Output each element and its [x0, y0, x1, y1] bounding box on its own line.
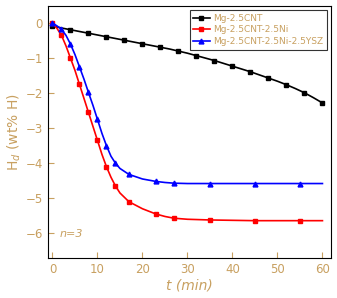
Mg-2.5CNT [68, 28, 72, 32]
Mg-2.5CNT-2.5Ni [118, 191, 122, 195]
Mg-2.5CNT-2.5Ni-2.5YSZ [154, 180, 158, 183]
Mg-2.5CNT [267, 76, 271, 80]
Mg-2.5CNT-2.5Ni-2.5YSZ [298, 182, 302, 185]
Mg-2.5CNT-2.5Ni-2.5YSZ [104, 144, 109, 148]
Mg-2.5CNT [59, 26, 63, 30]
Line: Mg-2.5CNT: Mg-2.5CNT [50, 24, 325, 105]
Mg-2.5CNT [158, 46, 162, 49]
Mg-2.5CNT-2.5Ni [104, 165, 109, 168]
Mg-2.5CNT-2.5Ni [253, 219, 257, 222]
Mg-2.5CNT [185, 52, 189, 55]
Mg-2.5CNT [320, 101, 325, 105]
Mg-2.5CNT-2.5Ni-2.5YSZ [109, 154, 113, 158]
Mg-2.5CNT-2.5Ni [78, 83, 82, 86]
Mg-2.5CNT [239, 67, 243, 71]
Mg-2.5CNT-2.5Ni-2.5YSZ [163, 181, 167, 184]
Mg-2.5CNT-2.5Ni [154, 212, 158, 216]
Mg-2.5CNT-2.5Ni [109, 176, 113, 179]
Mg-2.5CNT [177, 49, 181, 53]
Mg-2.5CNT-2.5Ni-2.5YSZ [95, 118, 99, 121]
Mg-2.5CNT-2.5Ni-2.5YSZ [64, 34, 68, 37]
Mg-2.5CNT-2.5Ni-2.5YSZ [114, 162, 118, 165]
Mg-2.5CNT-2.5Ni-2.5YSZ [78, 65, 82, 69]
Mg-2.5CNT-2.5Ni [87, 111, 91, 114]
Mg-2.5CNT [302, 91, 306, 94]
Mg-2.5CNT [311, 96, 315, 100]
Mg-2.5CNT-2.5Ni [55, 27, 59, 30]
Mg-2.5CNT-2.5Ni [100, 153, 104, 156]
Mg-2.5CNT-2.5Ni-2.5YSZ [172, 181, 176, 185]
Mg-2.5CNT-2.5Ni [51, 21, 55, 25]
Mg-2.5CNT [51, 24, 55, 28]
Mg-2.5CNT-2.5Ni [185, 218, 189, 221]
Mg-2.5CNT-2.5Ni-2.5YSZ [253, 182, 257, 185]
Mg-2.5CNT [194, 54, 198, 58]
Legend: Mg-2.5CNT, Mg-2.5CNT-2.5Ni, Mg-2.5CNT-2.5Ni-2.5YSZ: Mg-2.5CNT, Mg-2.5CNT-2.5Ni, Mg-2.5CNT-2.… [190, 10, 327, 50]
Mg-2.5CNT [78, 30, 82, 33]
Mg-2.5CNT-2.5Ni [59, 34, 63, 37]
Mg-2.5CNT-2.5Ni-2.5YSZ [141, 177, 145, 181]
X-axis label: t (min): t (min) [166, 278, 213, 292]
Mg-2.5CNT-2.5Ni-2.5YSZ [185, 182, 189, 185]
Mg-2.5CNT [294, 87, 298, 90]
Mg-2.5CNT-2.5Ni-2.5YSZ [51, 21, 55, 25]
Mg-2.5CNT-2.5Ni [127, 200, 131, 204]
Mg-2.5CNT [275, 80, 279, 83]
Mg-2.5CNT-2.5Ni-2.5YSZ [208, 182, 212, 185]
Mg-2.5CNT [114, 37, 118, 40]
Mg-2.5CNT-2.5Ni-2.5YSZ [231, 182, 235, 185]
Mg-2.5CNT-2.5Ni [82, 97, 86, 100]
Mg-2.5CNT-2.5Ni-2.5YSZ [127, 173, 131, 176]
Mg-2.5CNT [257, 73, 262, 77]
Mg-2.5CNT-2.5Ni-2.5YSZ [118, 167, 122, 170]
Mg-2.5CNT [167, 47, 172, 51]
Text: n=3: n=3 [59, 229, 83, 239]
Mg-2.5CNT-2.5Ni [91, 125, 95, 128]
Mg-2.5CNT [231, 64, 235, 68]
Mg-2.5CNT-2.5Ni [64, 44, 68, 48]
Mg-2.5CNT [104, 35, 109, 38]
Mg-2.5CNT-2.5Ni [298, 219, 302, 222]
Mg-2.5CNT [284, 83, 288, 86]
Mg-2.5CNT-2.5Ni-2.5YSZ [68, 42, 72, 46]
Y-axis label: H$_d$ (wt% H): H$_d$ (wt% H) [5, 93, 23, 171]
Line: Mg-2.5CNT-2.5Ni-2.5YSZ: Mg-2.5CNT-2.5Ni-2.5YSZ [50, 21, 325, 186]
Mg-2.5CNT-2.5Ni-2.5YSZ [275, 182, 279, 185]
Mg-2.5CNT [248, 70, 252, 74]
Mg-2.5CNT [95, 33, 99, 37]
Line: Mg-2.5CNT-2.5Ni: Mg-2.5CNT-2.5Ni [50, 21, 325, 223]
Mg-2.5CNT-2.5Ni [95, 139, 99, 142]
Mg-2.5CNT-2.5Ni [208, 218, 212, 222]
Mg-2.5CNT-2.5Ni-2.5YSZ [59, 28, 63, 31]
Mg-2.5CNT-2.5Ni-2.5YSZ [91, 104, 95, 107]
Mg-2.5CNT [221, 62, 225, 65]
Mg-2.5CNT-2.5Ni-2.5YSZ [100, 132, 104, 135]
Mg-2.5CNT-2.5Ni-2.5YSZ [73, 53, 77, 56]
Mg-2.5CNT-2.5Ni [114, 184, 118, 188]
Mg-2.5CNT-2.5Ni [163, 215, 167, 218]
Mg-2.5CNT-2.5Ni-2.5YSZ [87, 91, 91, 94]
Mg-2.5CNT [141, 42, 145, 46]
Mg-2.5CNT [122, 38, 126, 42]
Mg-2.5CNT-2.5Ni [172, 216, 176, 220]
Mg-2.5CNT-2.5Ni [320, 219, 325, 222]
Mg-2.5CNT-2.5Ni [68, 56, 72, 60]
Mg-2.5CNT [204, 56, 208, 60]
Mg-2.5CNT-2.5Ni-2.5YSZ [320, 182, 325, 185]
Mg-2.5CNT [149, 44, 153, 47]
Mg-2.5CNT-2.5Ni-2.5YSZ [82, 77, 86, 81]
Mg-2.5CNT-2.5Ni [275, 219, 279, 222]
Mg-2.5CNT-2.5Ni [141, 207, 145, 211]
Mg-2.5CNT-2.5Ni [73, 69, 77, 72]
Mg-2.5CNT [212, 59, 216, 62]
Mg-2.5CNT-2.5Ni-2.5YSZ [55, 24, 59, 28]
Mg-2.5CNT [87, 32, 91, 35]
Mg-2.5CNT-2.5Ni [231, 218, 235, 222]
Mg-2.5CNT [131, 40, 135, 44]
